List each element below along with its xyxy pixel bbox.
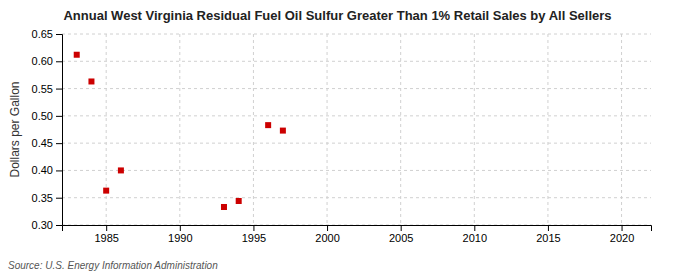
y-axis-tick-label: 0.65	[32, 28, 53, 40]
point	[236, 198, 242, 204]
x-axis-tick-label: 2005	[389, 232, 413, 244]
x-axis-tick: 2010	[463, 225, 487, 244]
y-axis-tick-label: 0.60	[32, 55, 53, 67]
y-axis-tick-mark	[56, 170, 62, 171]
x-axis-tick: 1985	[94, 225, 118, 244]
x-axis-tick-mark	[106, 225, 107, 231]
y-axis-tick-label: 0.30	[32, 219, 53, 231]
point	[265, 122, 271, 128]
x-axis-tick-label: 1985	[94, 232, 118, 244]
grid-line-y	[62, 88, 651, 89]
point	[88, 78, 94, 84]
grid-line-x	[621, 34, 622, 225]
x-axis-tick-mark	[327, 225, 328, 231]
points	[74, 52, 286, 210]
chart-title: Annual West Virginia Residual Fuel Oil S…	[63, 8, 611, 23]
y-axis-tick-mark	[56, 143, 62, 144]
point	[74, 52, 80, 58]
x-axis-tick-mark	[180, 225, 181, 231]
grid-line-x	[106, 34, 107, 225]
x-axis-tick-label: 2020	[610, 232, 634, 244]
x-axis-tick: 2000	[315, 225, 339, 244]
y-axis-tick-mark	[56, 61, 62, 62]
plot-area: 1985 1990 1995 2000 2005 2010 2015 2020 0.30 0.35…	[32, 28, 652, 244]
point	[118, 167, 124, 173]
grid-line-y	[62, 115, 651, 116]
x-axis-tick-mark	[548, 225, 549, 231]
y-axis-tick: 0.60	[32, 55, 62, 67]
y-axis-line	[56, 35, 63, 226]
grid-line-y	[62, 61, 651, 62]
x-axis: 1985 1990 1995 2000 2005 2010 2015 2020	[63, 225, 652, 244]
grid-line-x	[547, 34, 548, 225]
y-axis-tick-mark	[56, 34, 62, 35]
grid-line-x	[253, 34, 254, 225]
y-axis-tick-label: 0.55	[32, 83, 53, 95]
point	[280, 128, 286, 134]
x-axis-tick: 1990	[168, 225, 192, 244]
grid-line-x	[474, 34, 475, 225]
source-note: Source: U.S. Energy Information Administ…	[8, 260, 218, 271]
y-axis-tick: 0.65	[32, 28, 62, 40]
y-axis: 0.30 0.35 0.40 0.45 0.50 0.55 0.60 0.65	[32, 28, 63, 231]
y-axis-tick-label: 0.40	[32, 164, 53, 176]
y-axis-tick-label: 0.50	[32, 110, 53, 122]
x-axis-tick-label: 1990	[168, 232, 192, 244]
x-axis-tick: 2005	[389, 225, 413, 244]
grid	[62, 34, 651, 225]
y-axis-tick-mark	[56, 198, 62, 199]
grid-line-y	[62, 143, 651, 144]
grid-line-x	[400, 34, 401, 225]
y-axis-tick: 0.30	[32, 219, 62, 231]
x-axis-tick: 1995	[242, 225, 266, 244]
y-axis-tick-label: 0.35	[32, 192, 53, 204]
y-axis-tick: 0.55	[32, 83, 62, 95]
chart-container: 1985 1990 1995 2000 2005 2010 2015 2020 0.30 0.35…	[0, 0, 675, 275]
point	[103, 188, 109, 194]
x-axis-tick-mark	[474, 225, 475, 231]
x-axis-tick-label: 2000	[315, 232, 339, 244]
y-axis-tick-mark	[56, 225, 62, 226]
x-axis-tick-label: 2015	[536, 232, 560, 244]
y-axis-tick: 0.35	[32, 192, 62, 204]
y-axis-tick: 0.50	[32, 110, 62, 122]
x-axis-tick-mark	[253, 225, 254, 231]
x-axis-tick: 2015	[536, 225, 560, 244]
grid-line-x	[179, 34, 180, 225]
x-axis-tick: 2020	[610, 225, 634, 244]
chart-svg: 1985 1990 1995 2000 2005 2010 2015 2020 0.30 0.35…	[0, 0, 675, 275]
y-axis-tick-mark	[56, 89, 62, 90]
grid-line-y	[62, 34, 651, 35]
y-axis-title: Dollars per Gallon	[8, 81, 22, 177]
y-axis-tick: 0.40	[32, 164, 62, 176]
point	[221, 204, 227, 210]
y-axis-tick: 0.45	[32, 137, 62, 149]
x-axis-tick-mark	[622, 225, 623, 231]
x-axis-line	[63, 226, 652, 232]
x-axis-tick-label: 1995	[242, 232, 266, 244]
grid-line-y	[62, 170, 651, 171]
x-axis-tick-mark	[401, 225, 402, 231]
grid-line-x	[327, 34, 328, 225]
y-axis-tick-mark	[56, 116, 62, 117]
y-axis-tick-label: 0.45	[32, 137, 53, 149]
x-axis-tick-label: 2010	[463, 232, 487, 244]
grid-line-y	[62, 197, 651, 198]
